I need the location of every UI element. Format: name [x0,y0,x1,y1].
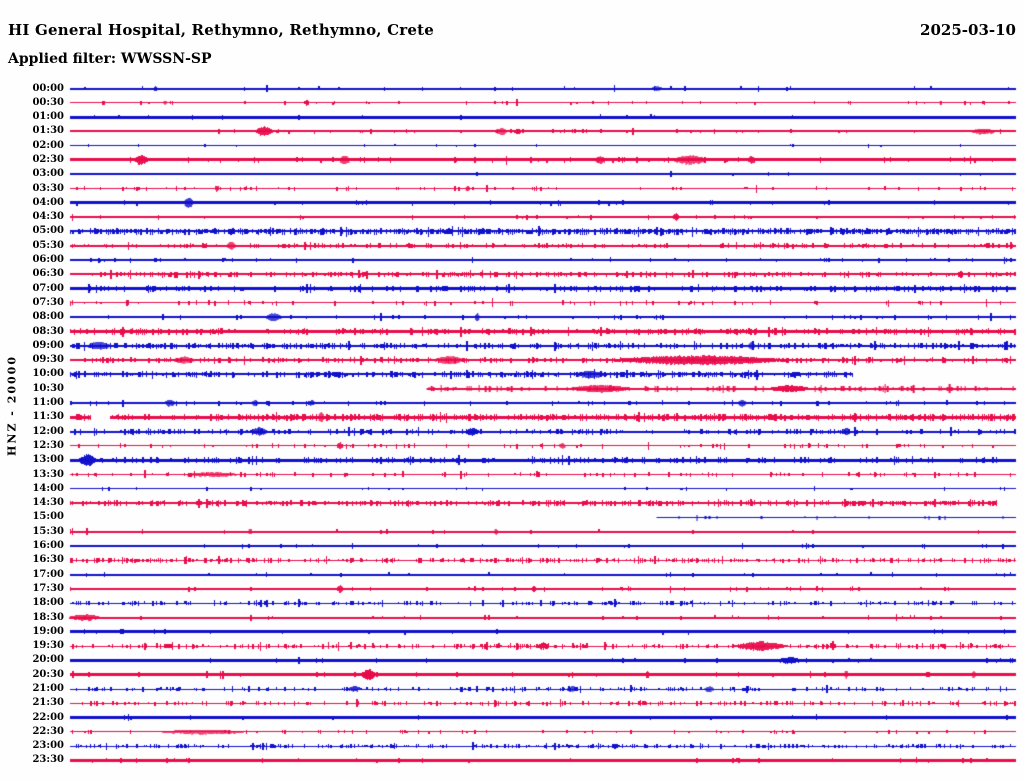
time-label-14:00: 14:00 [32,482,64,494]
time-label-08:30: 08:30 [32,325,64,337]
time-label-22:00: 22:00 [32,711,64,723]
time-label-09:00: 09:00 [32,339,64,351]
time-label-03:00: 03:00 [32,168,64,180]
time-label-21:00: 21:00 [32,683,64,694]
time-label-11:30: 11:30 [32,411,64,423]
time-label-01:30: 01:30 [32,125,64,137]
time-label-14:30: 14:30 [32,497,64,509]
time-label-19:30: 19:30 [32,640,64,652]
time-label-13:00: 13:00 [32,454,64,466]
time-label-10:30: 10:30 [32,382,64,394]
time-label-02:30: 02:30 [32,153,64,165]
time-label-04:30: 04:30 [32,211,64,223]
time-label-16:30: 16:30 [32,554,64,566]
time-label-07:30: 07:30 [32,296,64,308]
time-label-20:00: 20:00 [32,654,64,666]
time-label-13:30: 13:30 [32,468,64,480]
time-label-18:00: 18:00 [32,597,64,609]
time-label-12:30: 12:30 [32,439,64,451]
time-label-06:00: 06:00 [32,254,64,266]
time-label-00:00: 00:00 [32,82,64,94]
time-label-23:00: 23:00 [32,740,64,752]
time-label-06:30: 06:30 [32,268,64,280]
time-label-15:30: 15:30 [32,525,64,537]
time-label-20:30: 20:30 [32,668,64,680]
time-label-23:30: 23:30 [32,754,64,766]
time-label-10:00: 10:00 [32,368,64,380]
time-label-03:30: 03:30 [32,182,64,194]
time-label-01:00: 01:00 [32,111,64,123]
time-label-08:00: 08:00 [32,311,64,323]
time-label-05:00: 05:00 [32,225,64,237]
time-label-04:00: 04:00 [32,196,64,208]
time-label-09:30: 09:30 [32,354,64,366]
time-label-16:00: 16:00 [32,540,64,552]
time-label-18:30: 18:30 [32,611,64,623]
time-label-17:30: 17:30 [32,582,64,594]
time-label-02:00: 02:00 [32,139,64,151]
time-label-11:00: 11:00 [32,397,64,409]
time-label-05:30: 05:30 [32,239,64,251]
time-label-15:00: 15:00 [32,511,64,523]
time-label-12:00: 12:00 [32,425,64,437]
time-label-00:30: 00:30 [32,96,64,108]
time-label-21:30: 21:30 [32,697,64,709]
time-label-07:00: 07:00 [32,282,64,294]
time-label-19:00: 19:00 [32,625,64,637]
time-label-17:00: 17:00 [32,568,64,580]
time-label-22:30: 22:30 [32,725,64,737]
